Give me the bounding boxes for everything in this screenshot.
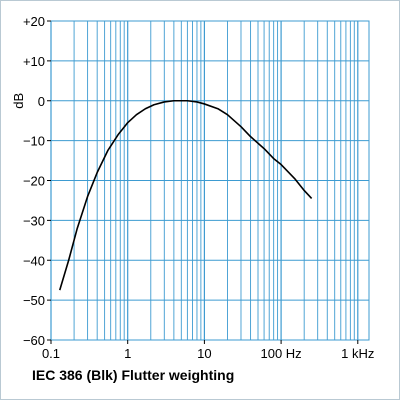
y-tick-label: 0 [38,94,45,109]
y-axis-label: dB [11,93,26,109]
y-tick-label: −20 [23,174,45,189]
x-tick-label: 1 [124,346,131,361]
y-tick-label: −10 [23,134,45,149]
y-tick-label: −50 [23,293,45,308]
series-line [58,99,313,291]
y-tick-label: +20 [23,14,45,29]
x-tick-label: 1 kHz [341,346,374,361]
chart-title: IEC 386 (Blk) Flutter weighting [32,367,235,383]
x-tick-label: 10 [197,346,211,361]
x-tick-label: 0.1 [42,346,60,361]
y-tick-label: −40 [23,253,45,268]
x-tick-labels: 0.1 1 10 100 Hz 1 kHz [42,340,374,361]
y-tick-labels: +20 +10 0 −10 −20 −30 −40 −50 −60 [23,14,51,348]
y-tick-label: +10 [23,54,45,69]
y-tick-label: −30 [23,213,45,228]
x-tick-label: 100 Hz [260,346,301,361]
y-tick-label: −60 [23,333,45,348]
